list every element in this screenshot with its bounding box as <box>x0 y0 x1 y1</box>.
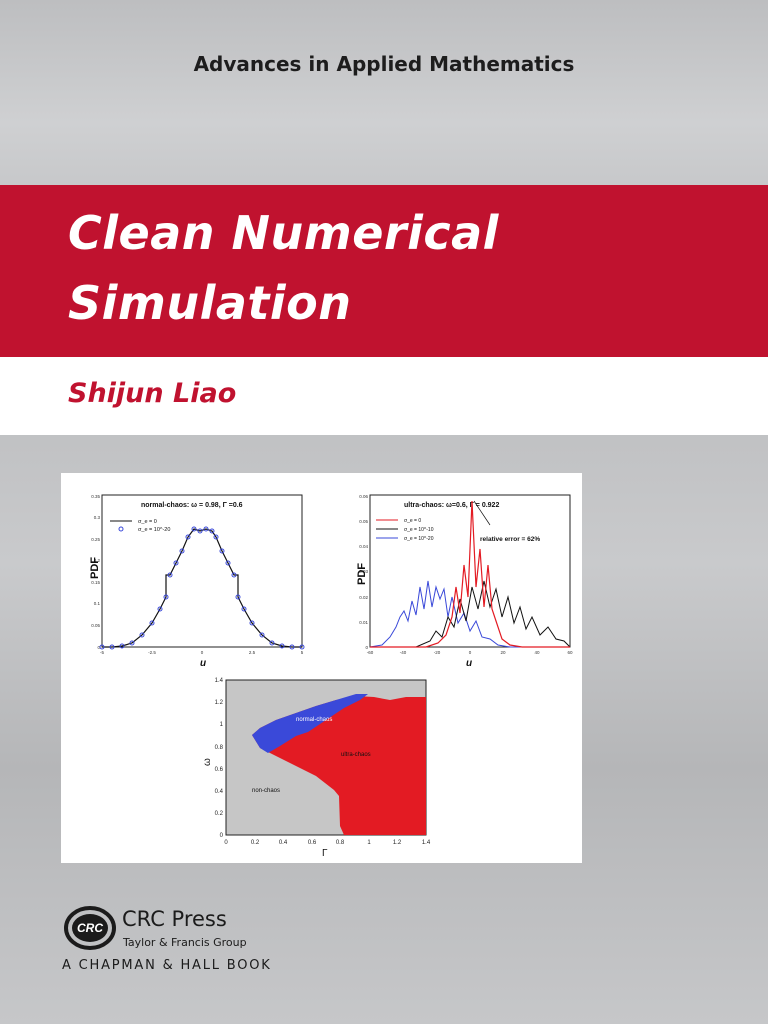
publisher-group: Taylor & Francis Group <box>123 936 247 949</box>
xtick-label: -60 <box>367 650 374 655</box>
normal-chaos-curve <box>102 528 302 648</box>
crc-logo: CRC <box>64 906 116 950</box>
xtick-label: 1.4 <box>422 840 431 846</box>
series-title: Advances in Applied Mathematics <box>193 52 575 76</box>
xtick-label: -2.5 <box>148 650 156 655</box>
crc-logo-text: CRC <box>77 921 103 935</box>
ytick-label: 0.25 <box>91 537 100 542</box>
plot-annotation: relative error = 62% <box>480 536 540 543</box>
ytick-label: 0.04 <box>359 544 368 549</box>
normal-chaos-plot: 0.35 0.3 0.25 0.2 0.15 0.1 0.05 0 -5 -2.… <box>89 494 305 669</box>
plot-title: ultra-chaos: ω=0.6, Γ = 0.922 <box>404 502 499 509</box>
xtick-label: 60 <box>567 650 573 655</box>
region-label: non-chaos <box>252 788 280 794</box>
ultra-chaos-plot: 0.06 0.05 0.04 0.03 0.02 0.01 0 -60 -40 … <box>356 494 573 669</box>
ytick-label: 0.02 <box>359 595 368 600</box>
xtick-label: -40 <box>400 650 407 655</box>
ytick-label: 0.3 <box>94 515 101 520</box>
ytick-label: 0.4 <box>215 789 224 795</box>
xtick-label: 1.2 <box>393 840 402 846</box>
legend-entry: σ_e = 0 <box>404 518 421 524</box>
ytick-label: 0 <box>220 833 224 839</box>
region-label: normal-chaos <box>296 717 332 723</box>
legend-entry: σ_e = 10^-10 <box>404 527 434 533</box>
xtick-label: 0 <box>469 650 472 655</box>
xtick-label: 0.4 <box>279 840 288 846</box>
phase-map-plot: normal-chaos ultra-chaos non-chaos 1.4 1… <box>202 678 431 859</box>
ytick-label: 0.05 <box>359 519 368 524</box>
ytick-label: 0.2 <box>94 558 101 563</box>
ytick-label: 0.2 <box>215 811 224 817</box>
publisher-imprint: A CHAPMAN & HALL BOOK <box>62 958 272 973</box>
ultra-chaos-curve-blue <box>369 580 570 648</box>
xtick-label: 0 <box>201 650 204 655</box>
ytick-label: 0.8 <box>215 745 224 751</box>
legend-entry: σ_e = 0 <box>138 519 157 525</box>
xtick-label: 0.2 <box>251 840 260 846</box>
ytick-label: 0 <box>365 645 368 650</box>
ytick-label: 0.06 <box>359 494 368 499</box>
ytick-label: 0.6 <box>215 767 224 773</box>
cover-figure-panel: 0.35 0.3 0.25 0.2 0.15 0.1 0.05 0 -5 -2.… <box>61 473 582 863</box>
book-title-line-2: Simulation <box>68 276 352 330</box>
author-band <box>0 357 768 435</box>
legend-entry: σ_e = 10^-20 <box>138 527 170 533</box>
y-axis-label: PDF <box>89 557 101 579</box>
x-axis-label: u <box>466 658 472 669</box>
x-axis-label: Γ <box>322 848 328 859</box>
y-axis-label: PDF <box>356 563 368 585</box>
ultra-chaos-curve-red <box>370 500 570 648</box>
y-axis-label: ω <box>202 758 213 766</box>
ytick-label: 0 <box>97 645 100 650</box>
xtick-label: -20 <box>434 650 441 655</box>
ytick-label: 0.03 <box>359 569 368 574</box>
normal-chaos-region <box>252 694 368 753</box>
ytick-label: 0.01 <box>359 620 368 625</box>
xtick-label: 0 <box>224 840 228 846</box>
xtick-label: 40 <box>534 650 540 655</box>
xtick-label: 1 <box>367 840 371 846</box>
ultra-chaos-curve-black <box>370 580 571 648</box>
xtick-label: 2.5 <box>249 650 256 655</box>
ytick-label: 0.1 <box>94 601 101 606</box>
ytick-label: 1 <box>220 722 224 728</box>
ytick-label: 1.4 <box>215 678 224 684</box>
ytick-label: 1.2 <box>215 700 224 706</box>
legend-entry: σ_e = 10^-20 <box>404 536 434 542</box>
plot-title: normal-chaos: ω = 0.98, Γ =0.6 <box>141 502 243 509</box>
publisher-name: CRC Press <box>122 907 227 931</box>
xtick-label: 0.6 <box>308 840 317 846</box>
ytick-label: 0.35 <box>91 494 100 499</box>
region-label: ultra-chaos <box>341 752 371 758</box>
book-title-line-1: Clean Numerical <box>68 206 499 260</box>
xtick-label: 20 <box>500 650 506 655</box>
book-author: Shijun Liao <box>68 378 237 409</box>
ytick-label: 0.15 <box>91 580 100 585</box>
title-band <box>0 185 768 357</box>
ytick-label: 0.05 <box>91 623 100 628</box>
xtick-label: 5 <box>301 650 304 655</box>
xtick-label: 0.8 <box>336 840 345 846</box>
x-axis-label: u <box>200 658 206 669</box>
xtick-label: -5 <box>100 650 104 655</box>
